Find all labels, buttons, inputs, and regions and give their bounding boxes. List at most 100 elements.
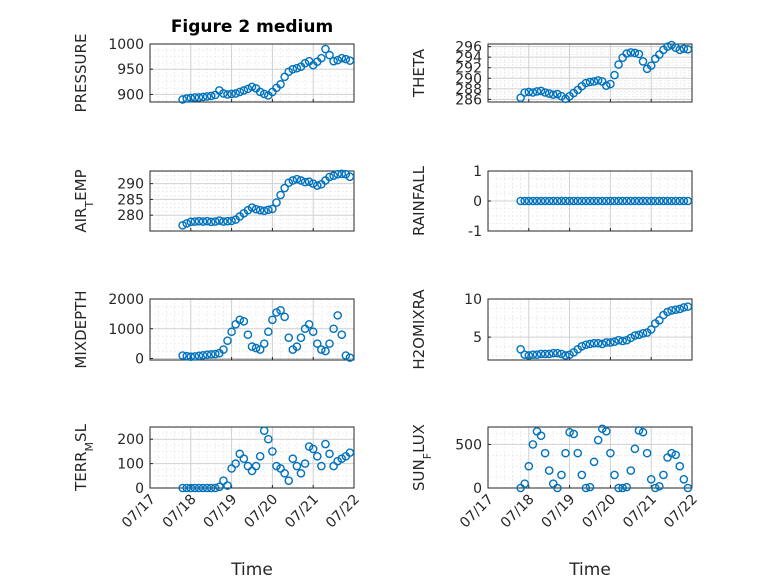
data-point [593, 435, 603, 445]
data-point [194, 216, 204, 226]
data-point [524, 461, 534, 471]
data-point [227, 327, 236, 337]
data-point [544, 466, 554, 475]
data-point [606, 79, 615, 89]
data-point [292, 461, 302, 471]
data-point [630, 196, 640, 206]
data-point [610, 70, 619, 80]
y-axis-label: THETA [410, 48, 428, 98]
data-point [206, 217, 216, 227]
data-point [602, 81, 611, 90]
x-tick-label: 07/20 [579, 492, 619, 532]
data-point [206, 91, 216, 101]
data-point [614, 335, 623, 345]
axes-frame [149, 170, 355, 232]
data-point [610, 196, 619, 206]
subplot-sun-flux: 0 500 SUNFLUX 07/17 07/18 07/19 07/20 07/21 07/2… [410, 424, 701, 580]
data-point [557, 196, 566, 206]
data-point [198, 483, 208, 493]
data-point [268, 315, 277, 325]
data-point [622, 482, 632, 492]
data-point [602, 427, 611, 436]
data-point [561, 448, 570, 458]
data-point [634, 426, 644, 435]
data-point [679, 196, 689, 206]
y-tick-label: 290 [455, 71, 482, 87]
data-point [268, 204, 277, 214]
data-point [292, 63, 302, 73]
data-point [626, 48, 636, 57]
data-point [642, 448, 652, 458]
data-point [202, 483, 212, 493]
data-point [312, 339, 322, 348]
data-point [606, 338, 615, 347]
data-point [638, 329, 648, 338]
data-point [206, 483, 216, 493]
data-point [593, 76, 603, 85]
data-point [671, 43, 680, 52]
data-point [548, 348, 558, 358]
y-tick-label: 292 [455, 61, 482, 77]
data-point [239, 86, 249, 95]
data-point [251, 461, 261, 471]
data-point [634, 49, 644, 59]
data-point [325, 339, 334, 348]
data-point [650, 483, 660, 493]
data-point [284, 333, 294, 342]
data-point [650, 196, 660, 206]
y-axis-label: RAINFALL [410, 165, 428, 236]
data-point [321, 346, 330, 356]
x-axis-label: Time [568, 560, 611, 580]
data-point [634, 330, 644, 340]
y-tick-label: 0 [135, 481, 144, 497]
data-point [190, 352, 200, 361]
axes-background [487, 426, 693, 489]
data-point [186, 93, 196, 103]
data-point [589, 457, 599, 467]
y-tick-label: 1000 [108, 37, 144, 53]
data-point [655, 316, 664, 325]
x-tick-label: 07/19 [201, 492, 241, 532]
data-point [259, 426, 269, 435]
data-point [239, 317, 249, 326]
data-point [345, 353, 355, 362]
data-point [675, 45, 685, 55]
data-point [671, 305, 680, 314]
data-point [630, 331, 640, 340]
data-point [272, 198, 281, 207]
data-point [585, 196, 595, 206]
data-point [268, 447, 277, 456]
data-point [536, 196, 546, 206]
axes-frame [149, 298, 355, 361]
data-point [206, 350, 216, 359]
data-point [178, 95, 187, 104]
data-point [618, 336, 627, 346]
data-point [606, 448, 615, 458]
y-tick-label: 294 [455, 50, 482, 66]
data-point [540, 349, 550, 359]
data-point [276, 190, 285, 200]
data-point [553, 483, 562, 493]
data-point [561, 351, 570, 360]
data-point [317, 53, 326, 63]
data-point [304, 319, 314, 329]
data-point [593, 196, 603, 206]
y-axis-label: H2OMIXRA [410, 289, 428, 370]
data-point [516, 196, 525, 206]
data-point [585, 482, 595, 492]
data-point [198, 92, 208, 102]
data-point [663, 307, 672, 317]
data-point [671, 450, 680, 460]
data-point [659, 196, 668, 206]
data-point [259, 339, 269, 348]
data-point [532, 350, 542, 359]
data-point [312, 451, 322, 461]
data-point [528, 88, 538, 97]
y-tick-label: 280 [117, 208, 144, 224]
y-tick-label: 288 [455, 82, 482, 98]
data-point [610, 470, 619, 480]
data-point [540, 88, 550, 97]
